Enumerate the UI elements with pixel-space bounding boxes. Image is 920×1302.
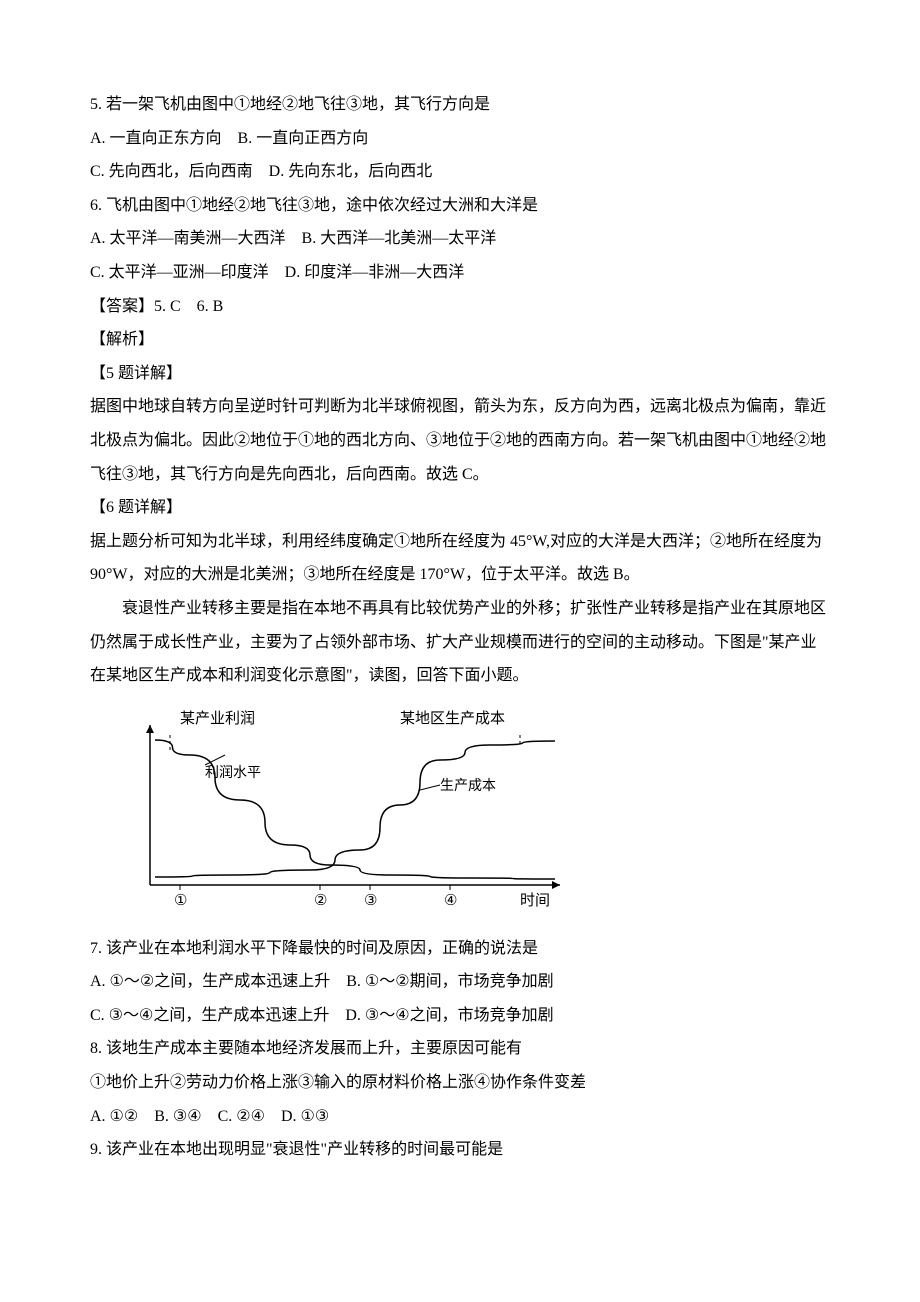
passage-text: 衰退性产业转移主要是指在本地不再具有比较优势产业的外移；扩张性产业转移是指产业在… [90,592,830,693]
detail5-heading: 【5 题详解】 [90,357,830,391]
q8-option-abcd: A. ①② B. ③④ C. ②④ D. ①③ [90,1100,830,1134]
document-page: 5. 若一架飞机由图中①地经②地飞往③地，其飞行方向是 A. 一直向正东方向 B… [0,0,920,1227]
svg-text:时间: 时间 [520,892,550,909]
jiexi-heading: 【解析】 [90,323,830,357]
svg-text:某产业利润: 某产业利润 [180,710,255,727]
answers-line: 【答案】5. C 6. B [90,290,830,324]
q8-stem: 8. 该地生产成本主要随本地经济发展而上升，主要原因可能有 [90,1032,830,1066]
detail5-text: 据图中地球自转方向呈逆时针可判断为北半球俯视图，箭头为东，反方向为西，远离北极点… [90,390,830,491]
svg-text:某地区生产成本: 某地区生产成本 [400,710,505,727]
chart-svg: 某产业利润 某地区生产成本利润水平生产成本 ① ② ③ ④ 时间 [110,705,580,915]
q5-option-cd: C. 先向西北，后向西南 D. 先向东北，后向西北 [90,155,830,189]
detail6-text: 据上题分析可知为北半球，利用经纬度确定①地所在经度为 45°W,对应的大洋是大西… [90,525,830,592]
q9-stem: 9. 该产业在本地出现明显"衰退性"产业转移的时间最可能是 [90,1133,830,1167]
q5-stem: 5. 若一架飞机由图中①地经②地飞往③地，其飞行方向是 [90,88,830,122]
q6-option-ab: A. 太平洋—南美洲—大西洋 B. 大西洋—北美洲—太平洋 [90,222,830,256]
svg-text:①: ① [174,893,187,909]
q5-option-ab: A. 一直向正东方向 B. 一直向正西方向 [90,122,830,156]
chart-figure: 某产业利润 某地区生产成本利润水平生产成本 ① ② ③ ④ 时间 [110,705,830,920]
svg-text:④: ④ [444,893,457,909]
q7-stem: 7. 该产业在本地利润水平下降最快的时间及原因，正确的说法是 [90,932,830,966]
q8-options-nums: ①地价上升②劳动力价格上涨③输入的原材料价格上涨④协作条件变差 [90,1066,830,1100]
detail6-heading: 【6 题详解】 [90,491,830,525]
q6-stem: 6. 飞机由图中①地经②地飞往③地，途中依次经过大洲和大洋是 [90,189,830,223]
svg-text:生产成本: 生产成本 [440,778,496,794]
q6-option-cd: C. 太平洋—亚洲—印度洋 D. 印度洋—非洲—大西洋 [90,256,830,290]
svg-text:②: ② [314,893,327,909]
svg-text:③: ③ [364,893,377,909]
svg-text:利润水平: 利润水平 [205,765,261,781]
q7-option-ab: A. ①～②之间，生产成本迅速上升 B. ①～②期间，市场竞争加剧 [90,965,830,999]
q7-option-cd: C. ③～④之间，生产成本迅速上升 D. ③～④之间，市场竞争加剧 [90,999,830,1033]
